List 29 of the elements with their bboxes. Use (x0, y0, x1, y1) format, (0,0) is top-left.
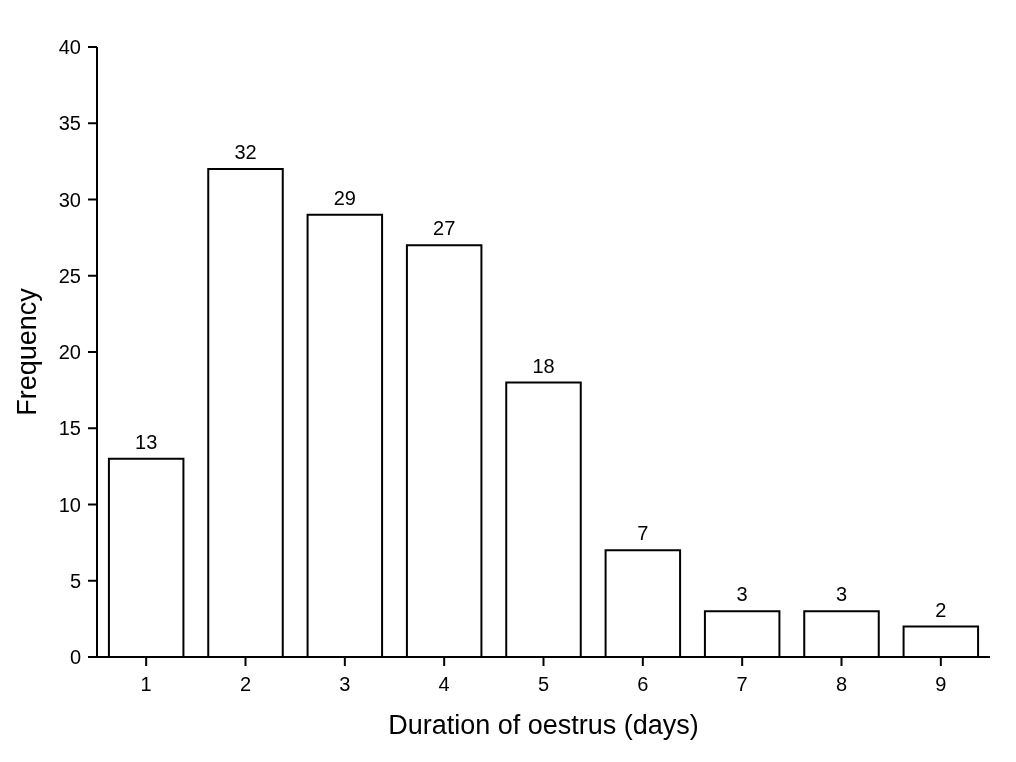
y-tick-label: 0 (69, 646, 81, 668)
y-tick-label: 5 (69, 569, 81, 592)
x-tick-label: 5 (537, 673, 550, 695)
y-tick-label: 25 (58, 264, 81, 287)
data-label: 29 (333, 186, 356, 209)
data-label: 13 (135, 430, 158, 453)
x-tick-label: 3 (339, 673, 351, 695)
data-label: 2 (935, 598, 947, 621)
x-tick-label: 4 (438, 673, 450, 695)
data-label: 18 (532, 354, 555, 377)
y-tick-label: 30 (58, 188, 81, 211)
data-label: 3 (736, 583, 748, 606)
y-tick-label: 35 (58, 112, 81, 135)
x-tick-label: 2 (239, 673, 252, 695)
data-label: 32 (234, 141, 257, 163)
y-tick-label: 15 (58, 417, 81, 440)
x-tick-label: 1 (140, 673, 152, 695)
data-label: 27 (433, 217, 456, 240)
y-axis-title: Frequency (12, 287, 42, 416)
y-tick-label: 20 (58, 341, 81, 363)
x-tick-label: 8 (835, 673, 848, 695)
x-tick-label: 6 (637, 673, 649, 695)
x-tick-label: 7 (736, 673, 748, 695)
y-tick-label: 40 (58, 36, 81, 58)
data-label: 3 (835, 583, 848, 606)
data-label: 7 (637, 522, 649, 545)
x-axis-title: Duration of oestrus (days) (388, 710, 699, 740)
y-tick-label: 10 (58, 493, 81, 516)
x-tick-label: 9 (935, 673, 947, 695)
